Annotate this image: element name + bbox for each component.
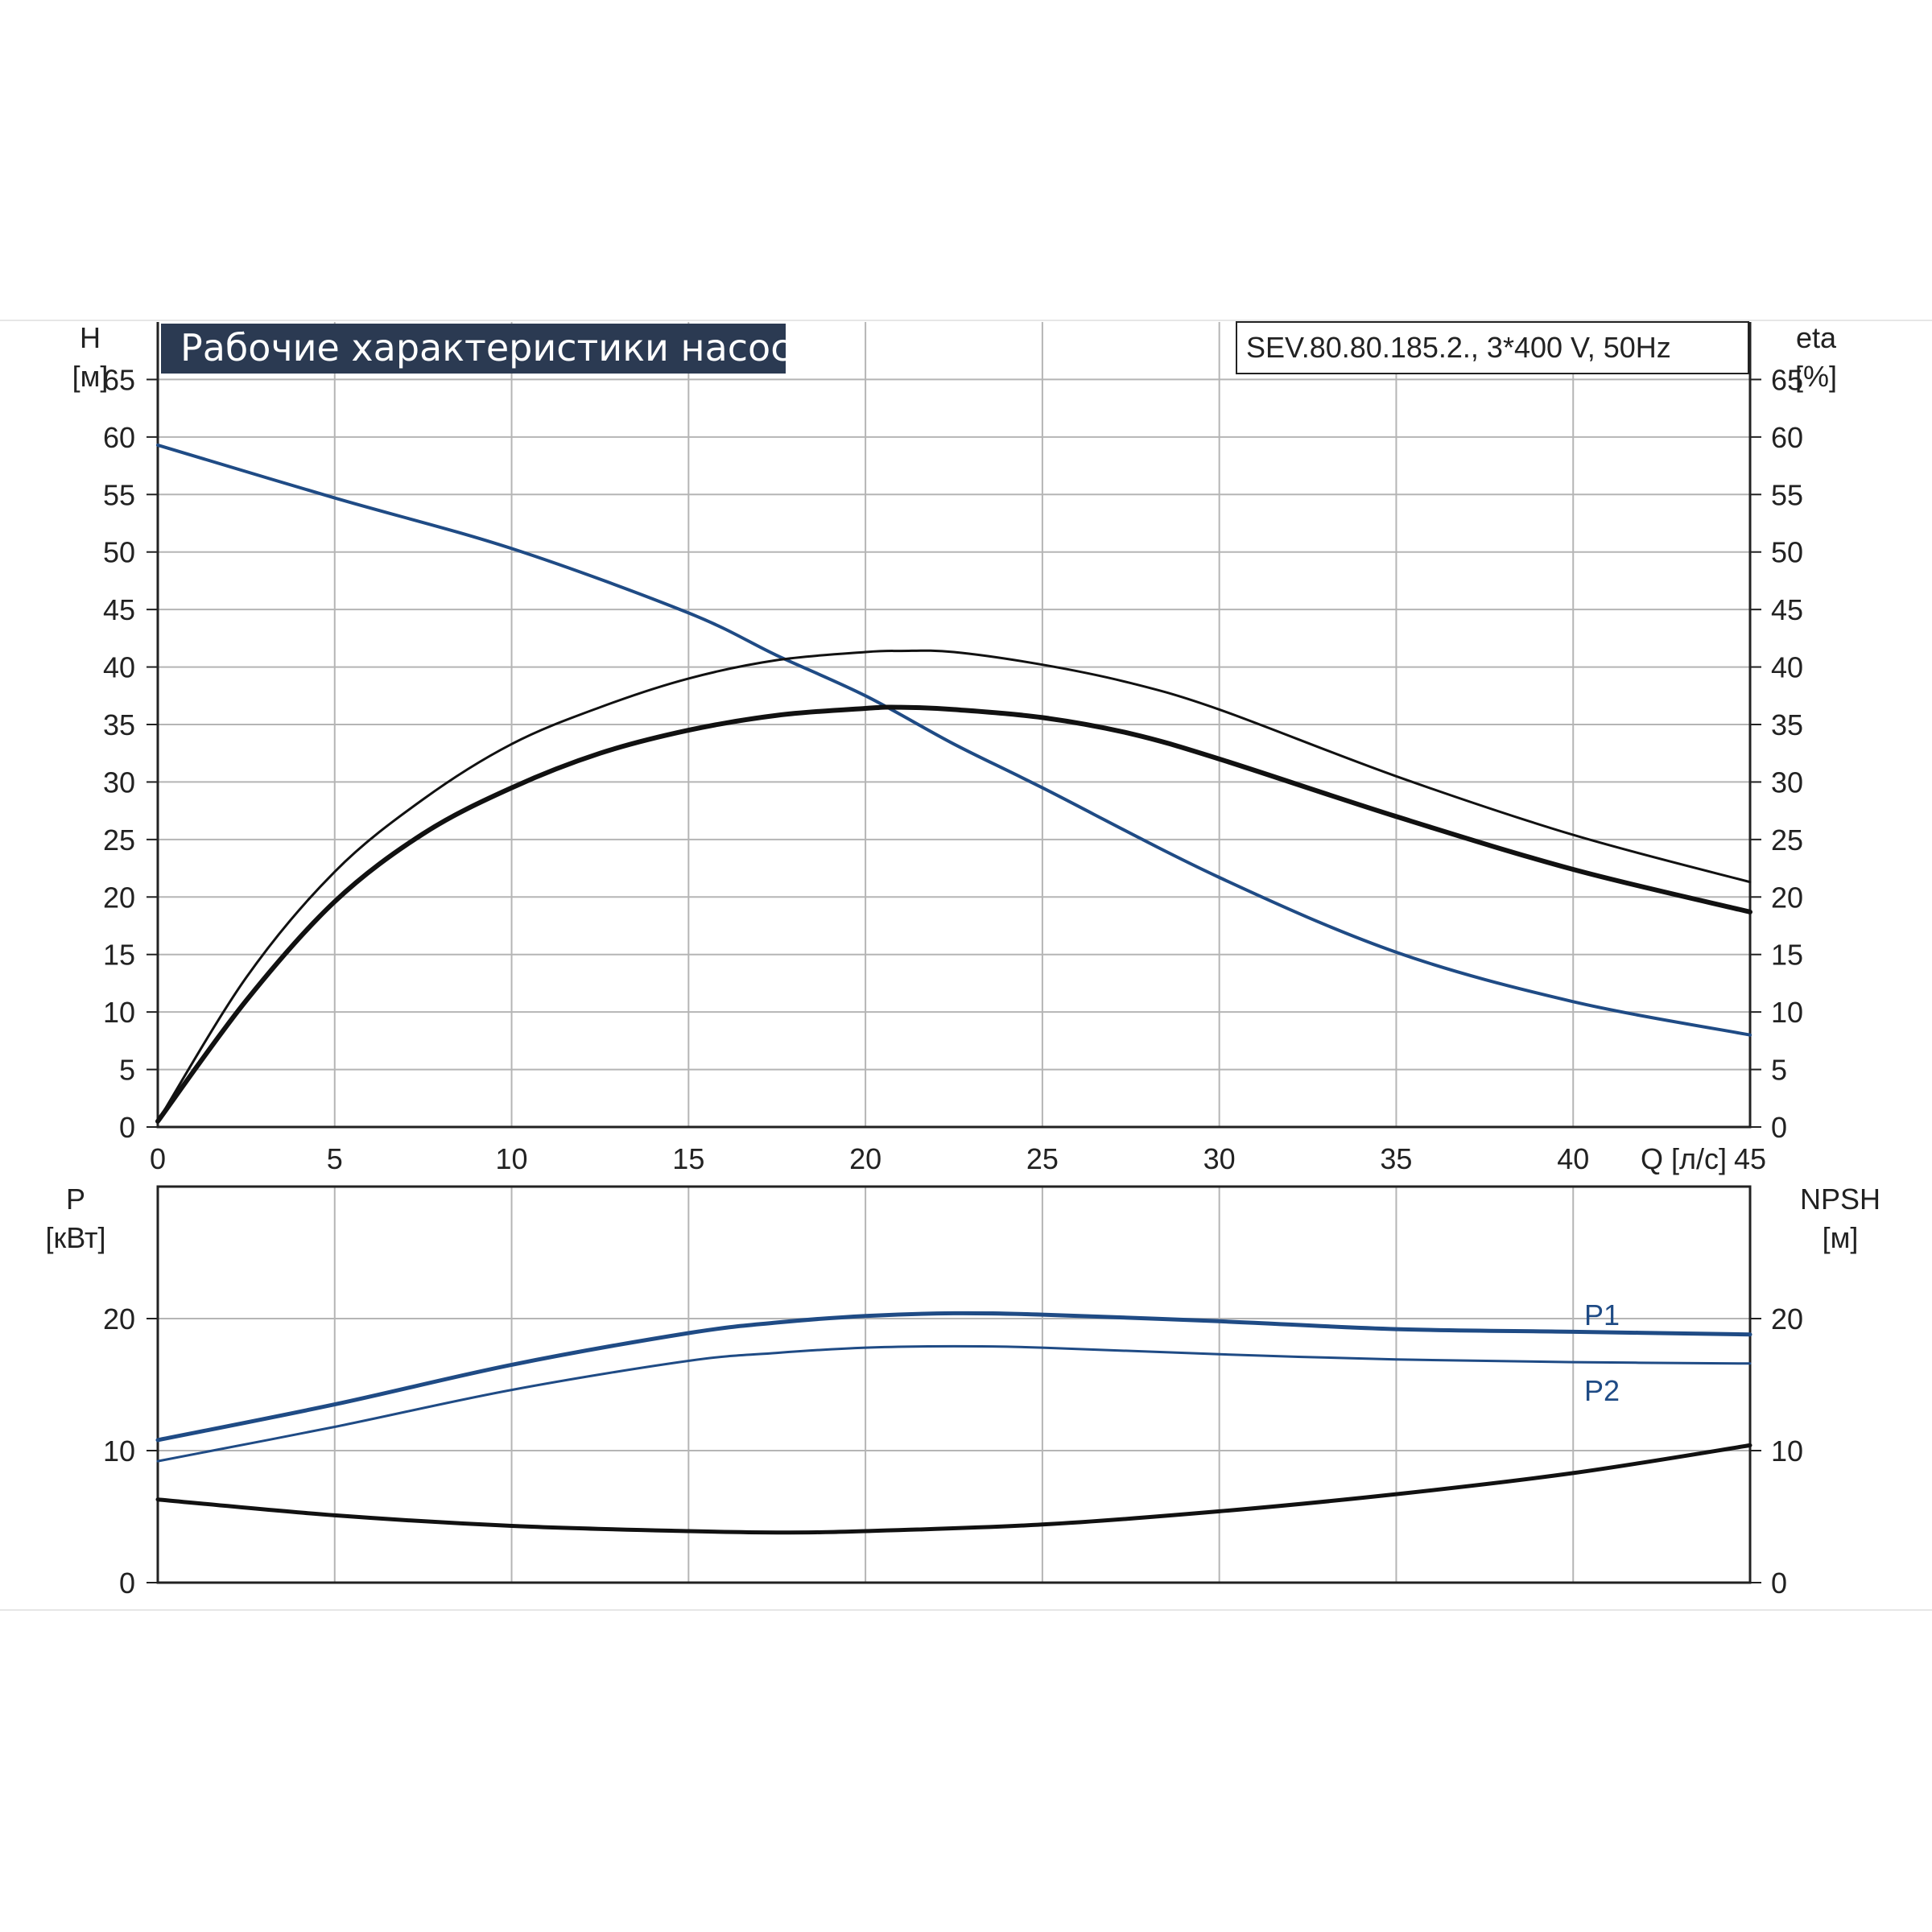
npsh-curve (155, 1443, 1752, 1535)
power-grid (147, 1187, 1761, 1583)
x-tick-label: 30 (1203, 1142, 1236, 1175)
x-tick-label: 5 (327, 1142, 343, 1175)
performance-grid (147, 322, 1761, 1128)
power-series (155, 1311, 1752, 1535)
y-tick-label-right: 10 (1771, 996, 1803, 1029)
y-tick-label-right: 15 (1771, 939, 1803, 972)
y-tick-label-right: 60 (1771, 421, 1803, 454)
y-tick-label-left: 60 (103, 421, 135, 454)
y-tick-label-left: 65 (103, 363, 135, 396)
x-tick-label: 45 (1734, 1142, 1766, 1175)
p1-power-curve (155, 1311, 1752, 1443)
y-tick-label-right: 20 (1771, 881, 1803, 914)
y-tick-label-left: 30 (103, 766, 135, 799)
y-tick-label-left: 10 (103, 1435, 135, 1468)
npsh-axis-unit: [м] (1823, 1221, 1859, 1254)
y-tick-label-left: 35 (103, 708, 135, 741)
y-axis-right-label: eta (1796, 321, 1837, 354)
efficiency-curve-pump (155, 704, 1752, 1124)
y-tick-label-right: 65 (1771, 363, 1803, 396)
series-label-p1: P1 (1584, 1298, 1620, 1331)
x-tick-label: 35 (1380, 1142, 1412, 1175)
x-tick-label: 20 (849, 1142, 881, 1175)
y-tick-label-right: 5 (1771, 1054, 1787, 1087)
x-tick-label: 25 (1026, 1142, 1059, 1175)
head-curve (156, 443, 1752, 1037)
y-axis-left-label: H (80, 321, 101, 354)
y-tick-label-left: 10 (103, 996, 135, 1029)
efficiency-curve-total (156, 649, 1752, 1123)
y-tick-label-right: 45 (1771, 593, 1803, 626)
y-tick-label-right: 10 (1771, 1435, 1803, 1468)
y-tick-label-right: 20 (1771, 1302, 1803, 1335)
power-axis-unit: [кВт] (45, 1221, 105, 1254)
y-tick-label-left: 40 (103, 651, 135, 684)
x-tick-label: 10 (496, 1142, 528, 1175)
model-label: SEV.80.80.185.2., 3*400 V, 50Hz (1246, 331, 1671, 364)
y-tick-label-left: 20 (103, 881, 135, 914)
x-tick-label: 15 (672, 1142, 704, 1175)
y-tick-label-right: 50 (1771, 536, 1803, 569)
y-tick-label-right: 30 (1771, 766, 1803, 799)
y-tick-label-left: 25 (103, 824, 135, 857)
y-tick-label-left: 55 (103, 478, 135, 511)
performance-series (155, 443, 1752, 1124)
y-tick-label-right: 35 (1771, 708, 1803, 741)
y-axis-right-unit: [%] (1795, 360, 1837, 393)
x-tick-label: 40 (1557, 1142, 1589, 1175)
power-tick-labels: 0 0 10 10 20 20 (103, 1302, 1803, 1600)
x-tick-label: 0 (150, 1142, 166, 1175)
y-tick-label-left: 20 (103, 1302, 135, 1335)
y-tick-label-right: 0 (1771, 1111, 1787, 1144)
y-tick-label-right: 25 (1771, 824, 1803, 857)
y-tick-label-left: 0 (119, 1567, 135, 1600)
chart-title-background (161, 324, 786, 374)
y-tick-label-left: 0 (119, 1111, 135, 1144)
power-plot-frame (156, 1185, 1752, 1584)
y-tick-label-left: 45 (103, 593, 135, 626)
npsh-axis-label: NPSH (1800, 1183, 1880, 1216)
y-tick-label-right: 55 (1771, 478, 1803, 511)
y-tick-label-right: 40 (1771, 651, 1803, 684)
series-label-p2: P2 (1584, 1374, 1620, 1407)
y-axis-left-unit: [м] (72, 360, 109, 393)
y-tick-label-left: 5 (119, 1054, 135, 1087)
model-label-box (1236, 321, 1749, 374)
y-tick-label-left: 15 (103, 939, 135, 972)
chart-title: Рабочие характеристики насоса (180, 326, 814, 369)
y-tick-label-left: 50 (103, 536, 135, 569)
x-axis-label: Q [л/с] (1641, 1142, 1727, 1175)
performance-plot-frame (156, 322, 1752, 1129)
y-tick-label-right: 0 (1771, 1567, 1787, 1600)
power-axis-label: P (66, 1183, 85, 1216)
p2-power-curve (156, 1344, 1752, 1463)
